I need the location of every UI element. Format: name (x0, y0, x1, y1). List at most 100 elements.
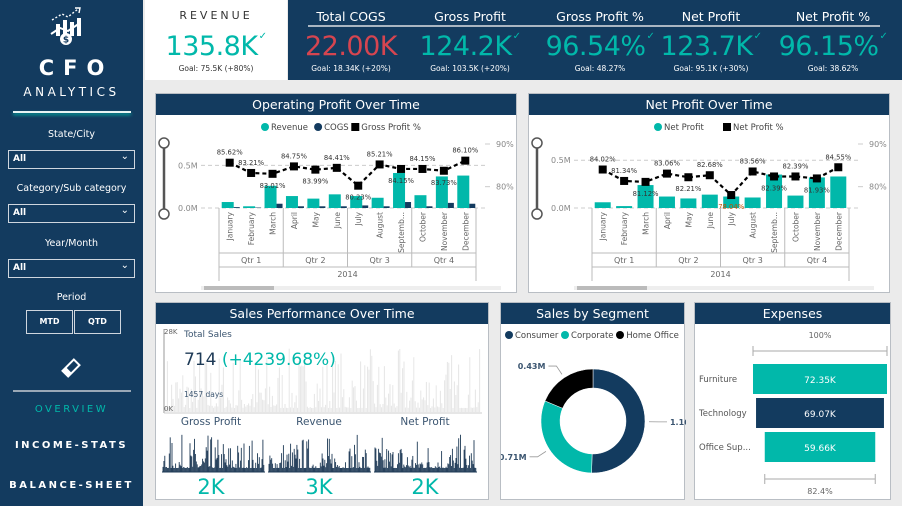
zoom-slider-handle[interactable] (158, 208, 170, 220)
scrollbar-track (574, 286, 874, 290)
line-marker (791, 172, 800, 181)
line-marker (684, 173, 693, 182)
segment-donut-chart: 1.16M 0.71M 0.43M (501, 362, 686, 474)
line-marker (247, 168, 256, 177)
legend-marker (723, 123, 731, 131)
legend-dot-corporate (561, 331, 570, 339)
line-marker (461, 156, 470, 165)
funnel-top-label: 100% (809, 331, 832, 340)
kpi-value: 123.7K (660, 31, 754, 62)
kpi-goal: Goal: 95.1K (+30%) (673, 64, 749, 73)
line-marker (375, 160, 384, 169)
bar-cogs (426, 206, 433, 208)
line-marker (418, 164, 427, 173)
year-month-dropdown[interactable]: All ⌄ (8, 259, 135, 278)
x-tick-month: July (727, 211, 736, 226)
legend-label: Home Office (626, 331, 679, 341)
y-tick-left: 0.5M (178, 161, 198, 170)
x-tick-month: December (834, 211, 843, 251)
funnel-bottom-label: 82.4% (807, 487, 833, 496)
data-label: 82.21% (675, 185, 701, 193)
data-label: 82.39% (782, 162, 808, 170)
zoom-slider-handle[interactable] (531, 208, 543, 220)
data-label: 83.06% (654, 160, 680, 168)
brand-title: CFO (38, 56, 114, 80)
period-label: Period (56, 292, 87, 303)
donut-slice-home-office[interactable] (544, 368, 594, 409)
divider (13, 390, 131, 392)
funnel-bar[interactable] (756, 398, 884, 428)
donut-slice-corporate[interactable] (540, 400, 593, 474)
funnel-bar[interactable] (764, 432, 876, 462)
data-label: 84.15% (388, 177, 414, 185)
net-profit-sparkline (374, 434, 477, 473)
line-marker (834, 163, 843, 172)
qtd-button[interactable]: QTD (74, 310, 121, 334)
kpi-goal: Goal: 38.62% (807, 64, 859, 73)
bar-net-profit (723, 196, 740, 208)
dropdown-value: All (13, 263, 27, 273)
revenue-goal: Goal: 75.5K (+80%) (178, 64, 254, 73)
category-label: Office Sup... (699, 443, 751, 453)
line-marker (662, 169, 671, 178)
x-tick-month: Septemb... (397, 212, 406, 253)
y-tick-right: 90% (496, 140, 514, 149)
kpi-title: Gross Profit (434, 9, 506, 24)
check-icon: ✓ (512, 31, 521, 42)
x-tick-month: December (461, 211, 470, 251)
nav-overview[interactable]: OVERVIEW (34, 404, 109, 415)
x-tick-month: February (247, 211, 256, 245)
kpi-strip: Total COGS 22.00K Goal: 18.34K (+20%) Gros… (288, 0, 902, 80)
filter-label-state-city: State/City (48, 129, 95, 140)
data-label: 86.10% (452, 147, 478, 155)
x-tick-month: April (663, 212, 672, 229)
line-marker (397, 164, 406, 173)
legend-marker (351, 123, 360, 131)
scrollbar-thumb[interactable] (577, 286, 647, 290)
data-label: 85.21% (367, 150, 393, 158)
scrollbar-thumb[interactable] (204, 286, 274, 290)
line-marker (770, 172, 779, 181)
x-tick-month: June (333, 212, 342, 230)
x-tick-month: November (813, 211, 822, 251)
zoom-slider-handle[interactable] (531, 137, 543, 149)
category-dropdown[interactable]: All ⌄ (8, 204, 135, 223)
data-label: 59.66K (804, 444, 837, 454)
bar-net-profit (701, 194, 718, 208)
net-profit-chart: Net Profit Net Profit % 0.0M 0.5M 80% 90% Janu… (531, 123, 887, 290)
bar-cogs (362, 205, 369, 208)
bar-cogs (319, 206, 326, 208)
bar-net-profit (787, 195, 804, 208)
y-tick-left: 0.5M (551, 156, 571, 165)
y-tick-right: 80% (869, 183, 887, 192)
revenue-value: 135.8K✓ (145, 31, 287, 62)
data-label: 69.07K (804, 410, 837, 420)
y-tick-left: 0.0M (178, 204, 198, 213)
eraser-icon[interactable] (60, 357, 82, 379)
bar-cogs (340, 206, 347, 208)
expenses-funnel-chart: 100% 72.35K Furniture 69.07K Technology 59.66… (698, 331, 888, 496)
data-label: 84.02% (590, 156, 616, 164)
chevron-down-icon: ⌄ (120, 205, 129, 216)
nav-balance-sheet[interactable]: BALANCE-SHEET (9, 480, 134, 491)
legend-label: Consumer (515, 331, 559, 341)
bar-revenue (221, 202, 234, 208)
mtd-button[interactable]: MTD (26, 310, 73, 334)
donut-slice-consumer[interactable] (591, 368, 646, 474)
bar-cogs (233, 207, 240, 208)
data-label: 0.43M (518, 362, 546, 371)
funnel-bar[interactable] (753, 364, 887, 394)
x-tick-year: 2014 (710, 270, 730, 279)
x-tick-month: May (684, 211, 693, 227)
bar-cogs (297, 206, 304, 208)
zoom-slider-handle[interactable] (158, 137, 170, 149)
leader-line (548, 365, 563, 375)
panel-title: Expenses (695, 303, 890, 324)
nav-income-stats[interactable]: INCOME-STATS (14, 440, 129, 451)
bar-cogs (447, 202, 454, 208)
divider (308, 25, 880, 27)
x-tick-month: July (354, 211, 363, 226)
bar-net-profit (616, 206, 633, 208)
state-city-dropdown[interactable]: All ⌄ (8, 150, 135, 169)
kpi-value: 96.54% (545, 31, 646, 62)
